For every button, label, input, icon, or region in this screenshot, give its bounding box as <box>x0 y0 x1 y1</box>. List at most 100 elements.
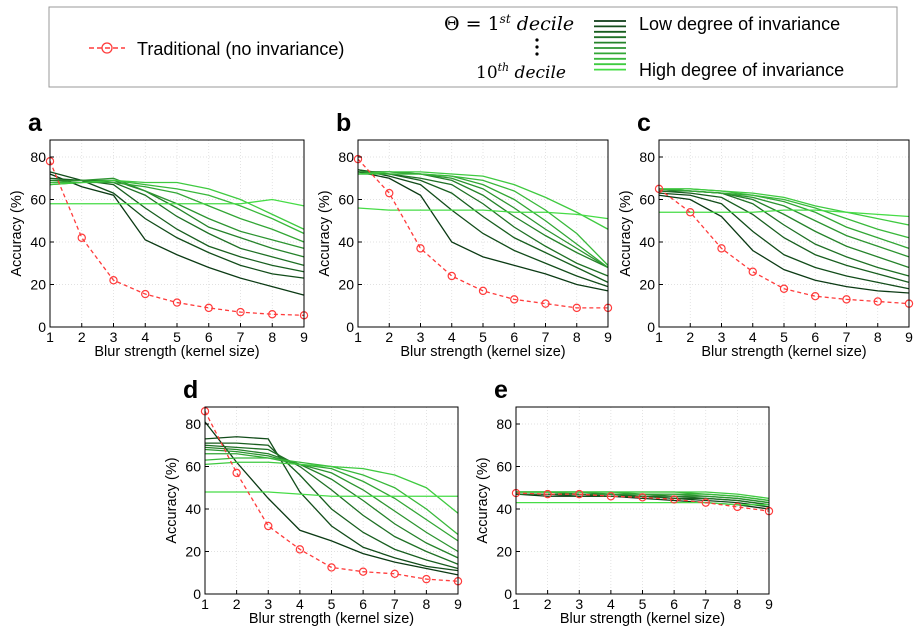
y-tick-label: 60 <box>496 459 512 475</box>
series-decile-10-line <box>50 198 305 207</box>
x-tick-label: 5 <box>479 329 487 345</box>
x-tick-label: 8 <box>733 596 741 612</box>
series-traditional-point <box>390 569 399 579</box>
x-tick-label: 8 <box>422 596 430 612</box>
y-tick-label: 20 <box>496 544 512 560</box>
legend-high-label: High degree of invariance <box>639 60 844 80</box>
x-axis-title: Blur strength (kernel size) <box>249 611 414 627</box>
series-decile-7-line <box>658 188 910 249</box>
series-traditional-point <box>701 498 710 507</box>
y-tick-label: 20 <box>30 277 46 293</box>
x-tick-label: 1 <box>512 596 520 612</box>
x-tick-label: 1 <box>201 596 209 612</box>
series-traditional-point <box>77 233 86 242</box>
series-decile-4-line <box>204 444 459 565</box>
series-traditional-point <box>385 188 394 198</box>
x-tick-label: 7 <box>542 329 550 345</box>
y-tick-label: 40 <box>338 234 354 250</box>
x-tick-label: 1 <box>354 329 362 345</box>
series-decile-3-line <box>658 190 910 284</box>
y-tick-label: 80 <box>338 149 354 165</box>
legend-ellipsis-dot <box>535 45 539 49</box>
series-traditional-point <box>541 299 550 308</box>
y-tick-label: 40 <box>496 501 512 517</box>
series-decile-8-line <box>358 173 609 266</box>
x-tick-label: 3 <box>110 329 118 345</box>
legend-low-label: Low degree of invariance <box>639 14 840 34</box>
x-tick-label: 9 <box>604 329 612 345</box>
series-decile-3-line <box>205 442 459 570</box>
x-tick-label: 6 <box>670 596 678 612</box>
x-tick-label: 7 <box>391 596 399 612</box>
series-decile-4-line <box>357 171 609 277</box>
x-tick-label: 7 <box>237 329 245 345</box>
series-decile-2-line <box>357 169 609 288</box>
series-decile-5-line <box>50 179 305 258</box>
series-traditional-point <box>295 545 305 554</box>
chart-panel-e: 1 2 3 4 5 6 7 8 9 0 20 40 60 80 Blur strength (kernel … <box>475 376 774 627</box>
series-traditional-point <box>572 303 581 313</box>
legend-traditional-marker <box>101 42 113 54</box>
series-traditional-point <box>236 307 245 317</box>
x-tick-label: 8 <box>573 329 581 345</box>
y-tick-label: 40 <box>639 234 655 250</box>
x-tick-label: 4 <box>296 596 304 612</box>
series-traditional-point <box>422 574 431 584</box>
series-traditional-point <box>779 284 789 293</box>
series-decile-9-line <box>49 179 305 230</box>
y-tick-label: 0 <box>346 319 354 335</box>
x-tick-label: 3 <box>417 329 425 345</box>
panel-letter: e <box>494 376 508 404</box>
series-traditional-point <box>717 244 726 253</box>
series-traditional-line <box>204 410 459 582</box>
series-traditional-point <box>842 295 851 304</box>
y-axis-title: Accuracy (%) <box>618 190 634 276</box>
x-tick-label: 3 <box>718 329 726 345</box>
series-decile-2-line <box>204 436 459 572</box>
series-traditional-point <box>141 289 150 299</box>
x-axis-title: Blur strength (kernel size) <box>560 611 725 627</box>
x-tick-label: 3 <box>264 596 272 612</box>
series-traditional-point <box>268 310 277 319</box>
y-axis-title: Accuracy (%) <box>317 190 333 276</box>
legend-ellipsis-dot <box>535 52 539 56</box>
series-decile-10-line <box>205 491 458 497</box>
series-decile-1-line <box>357 171 609 292</box>
series-traditional-point <box>358 567 368 576</box>
y-tick-label: 80 <box>639 149 655 165</box>
series-traditional-point <box>327 563 336 572</box>
panel-letter: b <box>336 109 351 137</box>
y-tick-label: 20 <box>185 544 201 560</box>
series-traditional-point <box>606 492 616 501</box>
series-traditional-point <box>686 208 695 217</box>
x-tick-label: 2 <box>686 329 694 345</box>
x-tick-label: 3 <box>575 596 583 612</box>
legend-theta-bottom: 10th decile <box>476 61 566 83</box>
legend-theta-top: Θ = 1st decile <box>444 12 574 35</box>
series-decile-1-line <box>49 173 305 296</box>
series-decile-9-line <box>204 461 459 514</box>
y-tick-label: 80 <box>496 416 512 432</box>
legend: Traditional (no invariance) Θ = 1st deci… <box>48 6 898 88</box>
x-axis-title: Blur strength (kernel size) <box>701 344 866 360</box>
legend-ellipsis-dot <box>535 38 539 42</box>
x-tick-label: 1 <box>655 329 663 345</box>
y-tick-label: 20 <box>338 277 354 293</box>
series-decile-7-line <box>205 453 459 542</box>
series-traditional-point <box>873 297 882 306</box>
y-tick-label: 20 <box>639 277 655 293</box>
x-tick-label: 4 <box>607 596 615 612</box>
series-decile-7-line <box>49 181 305 243</box>
series-traditional-point <box>478 286 488 296</box>
series-decile-10-line <box>659 209 910 218</box>
x-tick-label: 9 <box>765 596 773 612</box>
x-tick-label: 8 <box>268 329 276 345</box>
y-tick-label: 60 <box>639 192 655 208</box>
series-traditional-point <box>811 291 820 301</box>
series-decile-10-line <box>357 207 609 220</box>
legend-box <box>48 6 898 88</box>
x-tick-label: 2 <box>385 329 393 345</box>
series-decile-9-line <box>516 491 770 500</box>
x-tick-label: 5 <box>173 329 181 345</box>
chart-panels: 1 2 3 4 5 6 7 8 9 0 20 40 60 80 Blur strength (kernel … <box>9 109 914 627</box>
